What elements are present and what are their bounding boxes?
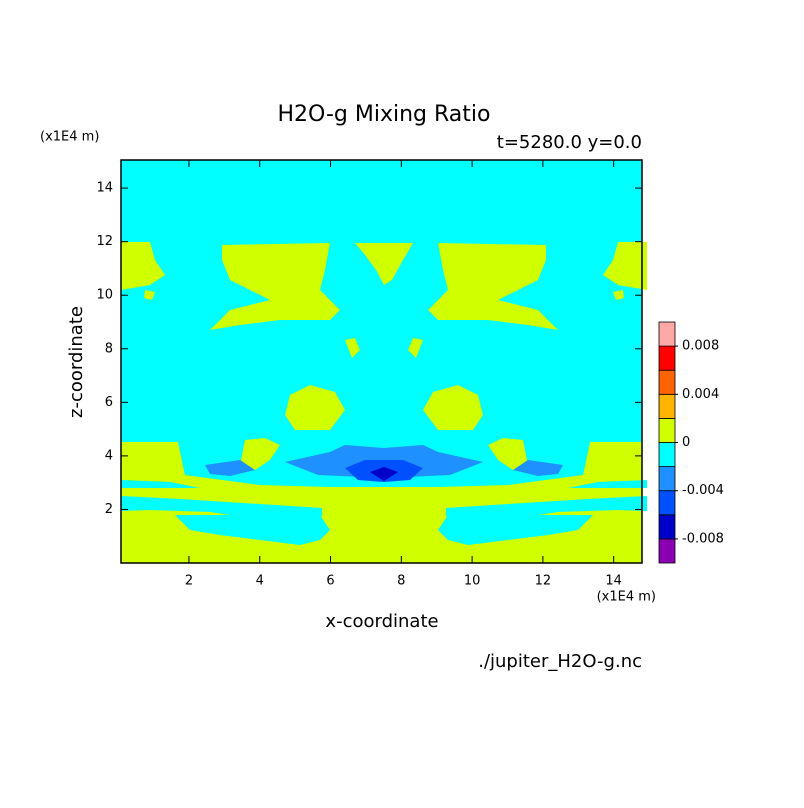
contour-region — [205, 460, 255, 476]
x-tick-label: 10 — [464, 574, 481, 589]
contour-region — [428, 243, 558, 330]
plot-frame — [120, 159, 643, 564]
x-tick-label: 6 — [326, 574, 334, 589]
contour-region — [488, 438, 528, 470]
colorbar-box — [658, 442, 676, 468]
contour-region — [240, 438, 280, 470]
colorbar-box — [658, 345, 676, 371]
y-tick-label: 6 — [105, 395, 113, 410]
y-axis-label: z-coordinate — [66, 306, 87, 418]
colorbar-box — [658, 514, 676, 540]
contour-region — [144, 290, 155, 300]
x-tick-label: 12 — [535, 574, 552, 589]
colorbar-box — [658, 369, 676, 395]
y-tick-label: 12 — [96, 234, 113, 249]
colorbar-box — [658, 417, 676, 443]
x-tick-label: 2 — [185, 574, 193, 589]
colorbar-tick-label: -0.004 — [682, 483, 724, 498]
colorbar-tick-label: 0.008 — [682, 339, 719, 354]
y-tick-label: 2 — [105, 502, 113, 517]
colorbar-box — [658, 321, 676, 347]
x-unit: (x1E4 m) — [597, 590, 656, 605]
colorbar-tick-label: -0.008 — [682, 531, 724, 546]
y-unit: (x1E4 m) — [40, 130, 99, 145]
source-file: ./jupiter_H2O-g.nc — [478, 651, 642, 672]
colorbar-box — [658, 466, 676, 492]
y-tick-label: 4 — [105, 448, 113, 463]
colorbar-box — [658, 538, 676, 564]
contour-region — [513, 460, 563, 476]
contour-region — [603, 242, 647, 290]
contour-region — [568, 480, 647, 488]
colorbar-box — [658, 490, 676, 516]
contour-region — [408, 338, 423, 358]
y-tick-label: 10 — [96, 288, 113, 303]
contour-region — [613, 290, 624, 300]
contour-region — [210, 243, 340, 330]
contour-region — [121, 242, 165, 290]
contour-region — [423, 385, 483, 430]
contour-region — [438, 515, 593, 545]
y-tick-label: 14 — [96, 181, 113, 196]
contour-region — [175, 515, 330, 545]
x-tick-label: 8 — [397, 574, 405, 589]
y-tick-label: 8 — [105, 341, 113, 356]
x-tick-label: 14 — [605, 574, 622, 589]
x-tick-label: 4 — [256, 574, 264, 589]
chart-title: H2O-g Mixing Ratio — [278, 102, 491, 127]
x-axis-label: x-coordinate — [325, 611, 438, 632]
contour-region — [345, 338, 360, 358]
contour-region — [370, 467, 398, 481]
chart-subtitle: t=5280.0 y=0.0 — [497, 132, 642, 153]
colorbar-tick-label: 0.004 — [682, 387, 719, 402]
colorbar-tick-label: 0 — [682, 435, 690, 450]
colorbar-box — [658, 393, 676, 419]
contour-region — [121, 480, 200, 488]
contour-region — [285, 385, 345, 430]
contour-region — [355, 243, 413, 285]
